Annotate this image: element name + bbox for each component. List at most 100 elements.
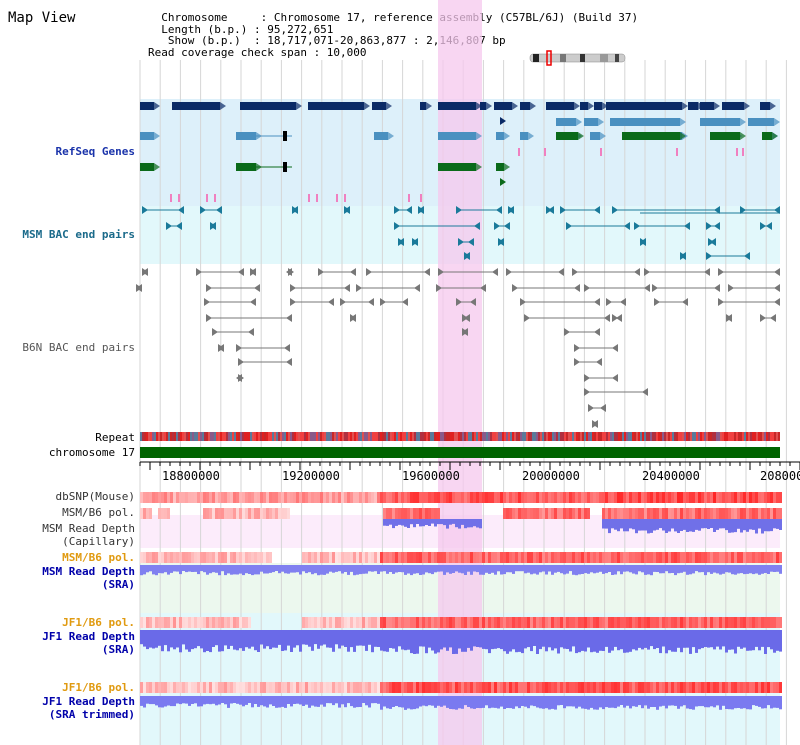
- depth-bar: [590, 630, 593, 653]
- repeat-cell: [424, 432, 426, 441]
- depth-bar: [767, 519, 770, 532]
- track-label-jf1-b6-pol-1[interactable]: JF1/B6 pol.: [62, 616, 135, 629]
- depth-bar: [212, 696, 215, 704]
- depth-bar: [224, 565, 227, 576]
- track-label-jf1-read-depth-trimmed[interactable]: JF1 Read Depth (SRA trimmed): [2, 695, 135, 721]
- depth-bar: [542, 565, 545, 572]
- heat-cell: [734, 552, 737, 563]
- heat-cell: [677, 508, 680, 519]
- heat-cell: [323, 617, 326, 628]
- heat-cell: [644, 617, 647, 628]
- depth-bar: [737, 696, 740, 708]
- heat-cell: [359, 617, 362, 628]
- track-label-msm-b6-pol-2[interactable]: MSM/B6 pol.: [62, 551, 135, 564]
- depth-bar: [725, 519, 728, 531]
- depth-bar: [446, 565, 449, 573]
- depth-bar: [443, 630, 446, 648]
- repeat-cell: [370, 432, 372, 441]
- heat-cell: [647, 492, 650, 503]
- repeat-cell: [212, 432, 214, 441]
- heat-cell: [254, 552, 257, 563]
- repeat-cell: [286, 432, 288, 441]
- heat-cell: [731, 492, 734, 503]
- depth-bar: [149, 696, 152, 705]
- heat-cell: [647, 682, 650, 693]
- repeat-cell: [690, 432, 692, 441]
- repeat-cell: [386, 432, 388, 441]
- repeat-cell: [456, 432, 458, 441]
- track-label-msm-b6-pol-1[interactable]: MSM/B6 pol.: [62, 506, 135, 519]
- heat-cell: [707, 682, 710, 693]
- axis-tick-label: 20400000: [642, 469, 700, 483]
- heat-cell: [623, 617, 626, 628]
- heat-cell: [575, 508, 578, 519]
- heat-cell: [140, 552, 143, 563]
- repeat-cell: [164, 432, 166, 441]
- heat-cell: [464, 492, 467, 503]
- heat-cell: [158, 682, 161, 693]
- track-label-msm-read-depth-capillary[interactable]: MSM Read Depth (Capillary): [2, 522, 135, 548]
- repeat-cell: [460, 432, 462, 441]
- heat-cell: [479, 617, 482, 628]
- depth-bar: [509, 696, 512, 709]
- depth-bar: [158, 696, 161, 708]
- bac-end: [548, 206, 554, 214]
- bac-end: [564, 328, 570, 336]
- heat-cell: [350, 552, 353, 563]
- depth-bar: [608, 696, 611, 708]
- heat-cell: [356, 552, 359, 563]
- depth-bar: [404, 519, 407, 527]
- heat-cell: [749, 492, 752, 503]
- repeat-cell: [334, 432, 336, 441]
- depth-bar: [470, 565, 473, 575]
- heat-cell: [422, 682, 425, 693]
- heat-cell: [662, 617, 665, 628]
- track-label-msm-bac-end-pairs[interactable]: MSM BAC end pairs: [22, 228, 135, 241]
- depth-bar: [284, 696, 287, 708]
- depth-bar: [188, 696, 191, 706]
- depth-bar: [533, 630, 536, 646]
- repeat-cell: [676, 432, 678, 441]
- repeat-cell: [598, 432, 600, 441]
- depth-bar: [215, 630, 218, 646]
- gene-arrow: [578, 132, 584, 140]
- track-label-dbsnp[interactable]: dbSNP(Mouse): [55, 490, 135, 503]
- heat-cell: [764, 552, 767, 563]
- gene-block: [494, 102, 512, 110]
- heat-cell: [263, 508, 266, 519]
- depth-bar: [680, 696, 683, 707]
- track-label-jf1-b6-pol-2[interactable]: JF1/B6 pol.: [62, 681, 135, 694]
- heat-cell: [512, 682, 515, 693]
- repeat-cell: [184, 432, 186, 441]
- heat-cell: [518, 492, 521, 503]
- track-label-msm-read-depth-sra[interactable]: MSM Read Depth (SRA): [2, 565, 135, 591]
- repeat-cell: [208, 432, 210, 441]
- track-label-repeat: Repeat: [95, 431, 135, 444]
- heat-cell: [752, 682, 755, 693]
- depth-bar: [536, 696, 539, 708]
- heat-cell: [263, 552, 266, 563]
- track-label-b6n-bac-end-pairs[interactable]: B6N BAC end pairs: [22, 341, 135, 354]
- repeat-cell: [482, 432, 484, 441]
- depth-bar: [560, 630, 563, 648]
- heat-cell: [386, 552, 389, 563]
- gene-block: [140, 132, 154, 140]
- depth-bar: [719, 565, 722, 575]
- depth-bar: [479, 696, 482, 709]
- depth-bar: [182, 630, 185, 645]
- depth-bar: [188, 630, 191, 652]
- heat-cell: [296, 682, 299, 693]
- depth-bar: [608, 519, 611, 534]
- track-label-refseq-genes[interactable]: RefSeq Genes: [55, 145, 135, 158]
- depth-bar: [527, 565, 530, 573]
- heat-cell: [386, 617, 389, 628]
- depth-bar: [587, 696, 590, 710]
- heat-cell: [689, 508, 692, 519]
- heat-cell: [620, 617, 623, 628]
- heat-cell: [659, 617, 662, 628]
- heat-cell: [380, 492, 383, 503]
- heat-cell: [659, 508, 662, 519]
- heat-cell: [677, 492, 680, 503]
- track-label-jf1-read-depth-sra[interactable]: JF1 Read Depth (SRA): [2, 630, 135, 656]
